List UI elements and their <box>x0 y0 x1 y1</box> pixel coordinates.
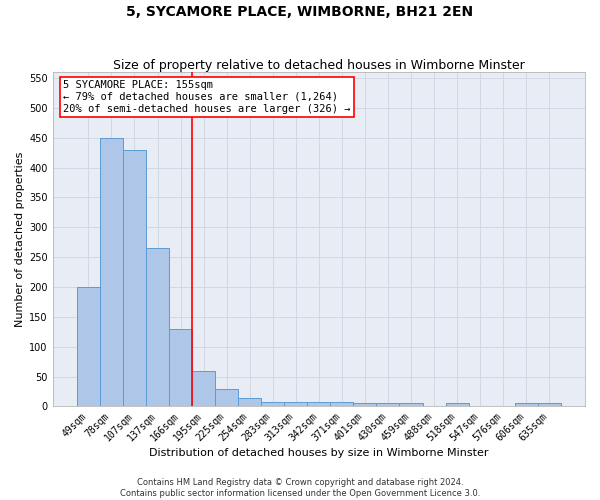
Bar <box>307 402 331 406</box>
Bar <box>192 370 215 406</box>
Bar <box>100 138 123 406</box>
Bar <box>376 404 400 406</box>
Text: Contains HM Land Registry data © Crown copyright and database right 2024.
Contai: Contains HM Land Registry data © Crown c… <box>120 478 480 498</box>
Text: 5 SYCAMORE PLACE: 155sqm
← 79% of detached houses are smaller (1,264)
20% of sem: 5 SYCAMORE PLACE: 155sqm ← 79% of detach… <box>63 80 351 114</box>
Bar <box>169 329 192 406</box>
Bar <box>123 150 146 406</box>
Bar <box>515 404 538 406</box>
Bar <box>400 404 422 406</box>
Bar <box>146 248 169 406</box>
Bar <box>446 404 469 406</box>
Title: Size of property relative to detached houses in Wimborne Minster: Size of property relative to detached ho… <box>113 59 525 72</box>
Bar <box>77 287 100 406</box>
Bar <box>331 402 353 406</box>
X-axis label: Distribution of detached houses by size in Wimborne Minster: Distribution of detached houses by size … <box>149 448 488 458</box>
Bar <box>284 402 307 406</box>
Text: 5, SYCAMORE PLACE, WIMBORNE, BH21 2EN: 5, SYCAMORE PLACE, WIMBORNE, BH21 2EN <box>127 5 473 19</box>
Bar <box>353 404 376 406</box>
Bar <box>261 402 284 406</box>
Bar <box>215 388 238 406</box>
Bar <box>538 404 561 406</box>
Y-axis label: Number of detached properties: Number of detached properties <box>15 152 25 327</box>
Bar <box>238 398 261 406</box>
